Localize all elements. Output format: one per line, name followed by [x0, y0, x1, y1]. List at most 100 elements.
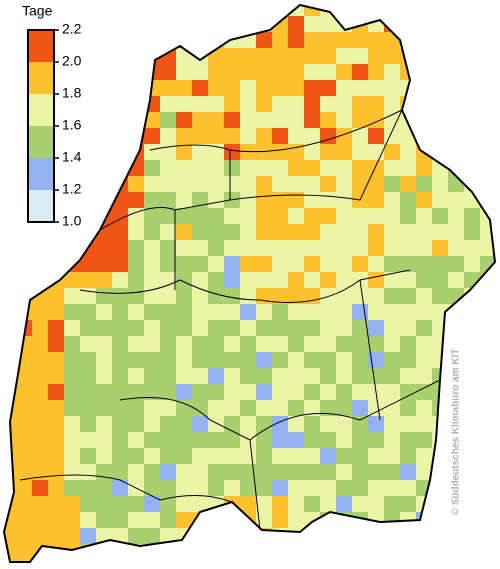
- map-cell: [80, 112, 96, 128]
- map-cell: [416, 272, 432, 288]
- legend-label: 1.0: [62, 213, 82, 229]
- map-cell: [432, 128, 448, 144]
- map-cell: [368, 96, 384, 112]
- map-cell: [464, 496, 480, 512]
- map-cell: [144, 544, 160, 560]
- map-cell: [240, 48, 256, 64]
- map-cell: [496, 112, 500, 128]
- map-cell: [464, 16, 480, 32]
- map-cell: [304, 160, 320, 176]
- map-cell: [320, 320, 336, 336]
- map-cell: [336, 240, 352, 256]
- map-cell: [256, 464, 272, 480]
- map-cell: [256, 336, 272, 352]
- map-cell: [368, 432, 384, 448]
- map-cell: [432, 5, 448, 16]
- map-cell: [112, 144, 128, 160]
- legend-swatch: [28, 62, 54, 94]
- map-cell: [80, 192, 96, 208]
- map-cell: [464, 320, 480, 336]
- map-cell: [352, 400, 368, 416]
- map-cell: [160, 304, 176, 320]
- map-cell: [272, 544, 288, 560]
- map-cell: [224, 448, 240, 464]
- map-cell: [480, 304, 495, 320]
- map-cell: [336, 384, 352, 400]
- map-cell: [128, 96, 144, 112]
- map-cell: [256, 208, 272, 224]
- map-cell: [240, 416, 256, 432]
- map-cell: [112, 416, 128, 432]
- map-cell: [416, 48, 432, 64]
- map-cell: [16, 448, 32, 464]
- map-cell: [352, 464, 368, 480]
- map-cell: [208, 192, 224, 208]
- map-cell: [176, 416, 192, 432]
- map-cell: [96, 112, 112, 128]
- legend: 2.2 2.0 1.8 1.6 1.4 1.2 1.0: [27, 21, 82, 229]
- map-cell: [4, 432, 16, 448]
- map-cell: [320, 400, 336, 416]
- map-cell: [368, 416, 384, 432]
- map-cell: [448, 224, 464, 240]
- map-cell: [192, 80, 208, 96]
- map-cell: [96, 256, 112, 272]
- map-cell: [256, 368, 272, 384]
- map-cell: [352, 336, 368, 352]
- map-cell: [320, 256, 336, 272]
- map-cell: [272, 32, 288, 48]
- map-cell: [208, 144, 224, 160]
- map-cell: [496, 544, 500, 560]
- map-cell: [112, 544, 128, 560]
- map-cell: [320, 512, 336, 528]
- map-cell: [496, 80, 500, 96]
- map-cell: [320, 16, 336, 32]
- map-cell: [160, 80, 176, 96]
- map-cell: [192, 432, 208, 448]
- map-cell: [352, 288, 368, 304]
- map-cell: [272, 224, 288, 240]
- map-cell: [160, 480, 176, 496]
- map-cell: [336, 5, 352, 16]
- map-cell: [496, 64, 500, 80]
- map-cell: [432, 112, 448, 128]
- map-cell: [496, 304, 500, 320]
- map-cell: [432, 272, 448, 288]
- map-cell: [336, 112, 352, 128]
- map-cell: [336, 32, 352, 48]
- map-cell: [208, 208, 224, 224]
- map-cell: [304, 352, 320, 368]
- map-cell: [160, 96, 176, 112]
- map-cell: [400, 160, 416, 176]
- legend-swatch: [28, 158, 54, 190]
- map-cell: [272, 5, 288, 16]
- map-cell: [4, 160, 16, 176]
- map-cell: [272, 480, 288, 496]
- map-cell: [400, 208, 416, 224]
- map-cell: [192, 416, 208, 432]
- map-cell: [448, 144, 464, 160]
- map-cell: [352, 80, 368, 96]
- map-cell: [224, 512, 240, 528]
- map-cell: [80, 400, 96, 416]
- map-cell: [48, 384, 64, 400]
- map-cell: [4, 320, 16, 336]
- map-cell: [432, 208, 448, 224]
- legend-label: 1.4: [62, 149, 82, 165]
- map-cell: [32, 304, 48, 320]
- map-cell: [80, 144, 96, 160]
- map-cell: [272, 112, 288, 128]
- map-cell: [32, 384, 48, 400]
- map-cell: [336, 256, 352, 272]
- map-cell: [416, 320, 432, 336]
- map-cell: [400, 240, 416, 256]
- map-cell: [464, 544, 480, 560]
- map-cell: [240, 384, 256, 400]
- map-cell: [464, 368, 480, 384]
- map-cell: [320, 560, 336, 562]
- map-cell: [320, 160, 336, 176]
- map-cell: [400, 384, 416, 400]
- map-cell: [448, 256, 464, 272]
- map-cell: [352, 176, 368, 192]
- map-cell: [4, 496, 16, 512]
